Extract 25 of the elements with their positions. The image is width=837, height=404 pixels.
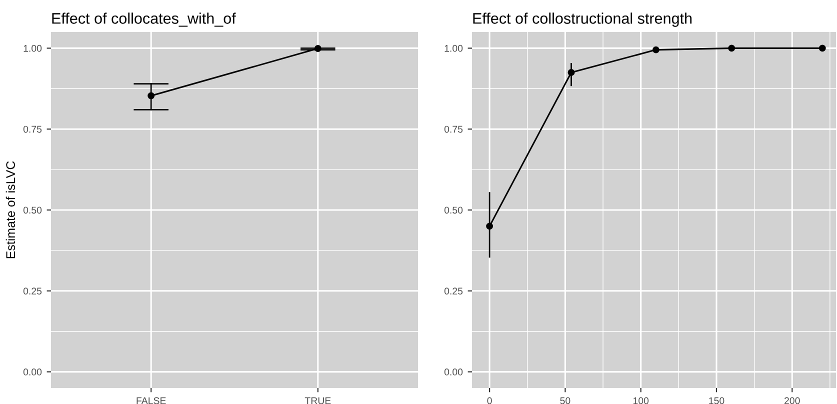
x-tick-label: TRUE: [304, 397, 331, 404]
x-tick-label: 100: [633, 397, 649, 404]
x-tick-label: 200: [784, 397, 800, 404]
x-tick-label: 150: [709, 397, 724, 404]
y-tick-label: 0.00: [23, 368, 42, 376]
chart-title: Effect of collocates_with_of: [52, 12, 236, 27]
point: [818, 44, 826, 52]
y-tick-label: 0.25: [23, 288, 42, 295]
y-tick-label: 1.00: [444, 44, 463, 52]
x-tick-label: 0: [487, 397, 492, 404]
y-tick-label: 0.50: [444, 206, 463, 214]
point: [652, 46, 660, 54]
chart-title: Effect of collostructional strength: [473, 12, 692, 27]
y-axis-title: Estimate of isLVC: [6, 161, 16, 258]
x-tick-label: 50: [560, 397, 570, 404]
y-tick-label: 0.50: [23, 206, 42, 214]
y-tick-label: 1.00: [24, 44, 42, 52]
point: [728, 44, 736, 52]
x-tick-label: FALSE: [136, 397, 166, 404]
y-tick-label: 0.75: [444, 126, 463, 133]
point: [486, 222, 494, 230]
y-tick-label: 0.25: [444, 288, 463, 295]
y-tick-label: 0.00: [444, 368, 463, 376]
point: [568, 68, 575, 76]
y-tick-label: 0.75: [23, 126, 42, 133]
